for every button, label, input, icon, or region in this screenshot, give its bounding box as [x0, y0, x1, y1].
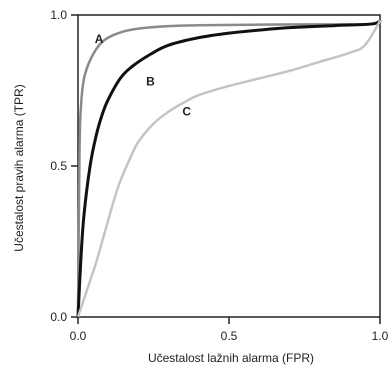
y-tick-label: 0.0 [50, 310, 67, 324]
roc-curve-b [76, 19, 382, 319]
y-tick-label: 0.5 [50, 159, 67, 173]
y-tick-label: 1.0 [50, 8, 67, 22]
curve-label-a: A [95, 32, 104, 46]
roc-curve-a [76, 19, 382, 319]
curve-label-c: C [182, 105, 191, 119]
x-tick-label: 0.0 [70, 329, 87, 343]
x-tick-label: 0.5 [221, 329, 238, 343]
y-axis-label: Učestalost pravih alarma (TPR) [12, 84, 26, 251]
x-tick-label: 1.0 [372, 329, 389, 343]
curve-label-b: B [146, 74, 155, 88]
curves-layer [76, 19, 382, 319]
plot-area-frame [77, 14, 381, 318]
x-axis-label: Učestalost lažnih alarma (FPR) [148, 351, 314, 365]
ticks-layer: 0.0 0.5 1.0 0.0 0.5 1.0 [50, 8, 388, 343]
roc-curve-c [76, 19, 382, 319]
annotations-layer: A B C [95, 32, 192, 118]
